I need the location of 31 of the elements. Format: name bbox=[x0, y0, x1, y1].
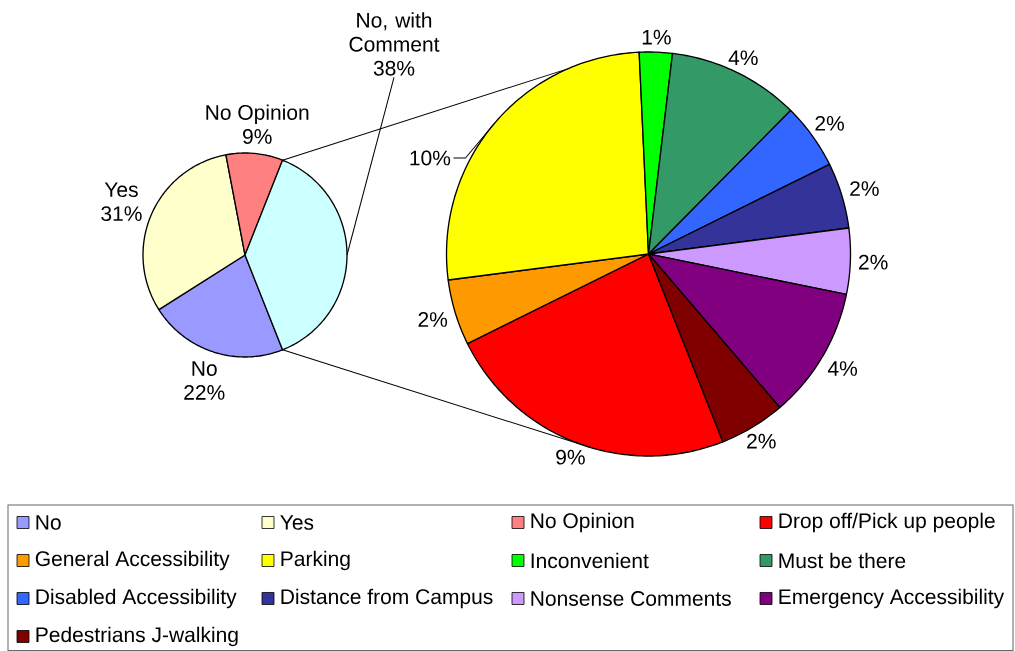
legend-label: Nonsense Comments bbox=[531, 591, 731, 606]
data-label: 1% bbox=[642, 29, 671, 45]
legend-label: No Opinion bbox=[531, 512, 634, 533]
legend-label: Distance from Campus bbox=[281, 588, 493, 609]
legend-label: Parking bbox=[281, 550, 350, 571]
legend-label: Drop off/Pick up people bbox=[779, 512, 995, 533]
slice-label: No Opinion bbox=[206, 104, 309, 125]
data-label: 9% bbox=[556, 449, 585, 465]
data-label: 2% bbox=[418, 312, 448, 327]
legend-label: Disabled Accessibility bbox=[36, 588, 237, 609]
data-label: 38% bbox=[373, 60, 415, 76]
slice-label: Yes bbox=[104, 182, 138, 198]
data-label: 31% bbox=[101, 206, 142, 222]
data-label: 4% bbox=[728, 50, 758, 66]
legend-label: Inconvenient bbox=[531, 552, 649, 569]
legend-label: Must be there bbox=[779, 552, 906, 569]
data-label: 9% bbox=[243, 129, 272, 144]
data-label: 22% bbox=[184, 385, 225, 400]
data-label: 4% bbox=[827, 361, 858, 376]
data-label: 2% bbox=[747, 433, 776, 449]
data-label: 2% bbox=[850, 181, 879, 196]
legend-label: No bbox=[36, 515, 61, 530]
data-label: 2% bbox=[859, 254, 888, 270]
legend-label: Pedestrians J-walking bbox=[36, 626, 238, 647]
slice-label: No, with Comment bbox=[349, 12, 440, 52]
legend-label: General Accessibility bbox=[35, 550, 230, 571]
slice-label: No bbox=[192, 361, 217, 376]
data-label: 10% bbox=[410, 150, 451, 166]
legend-label: Emergency Accessibility bbox=[779, 588, 1005, 609]
data-label: 2% bbox=[815, 115, 844, 131]
legend-label: Yes bbox=[280, 515, 314, 530]
